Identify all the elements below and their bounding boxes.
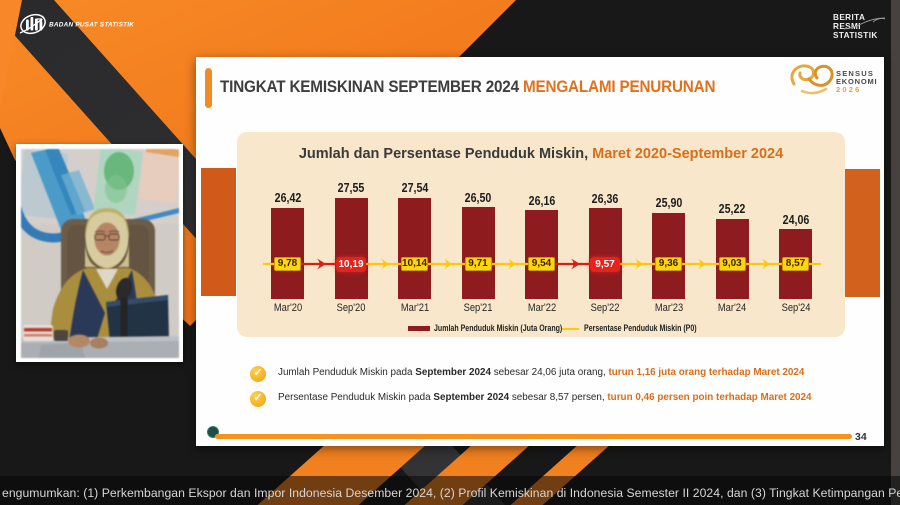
svg-text:2026: 2026 [836, 85, 862, 94]
svg-text:BADAN PUSAT STATISTIK: BADAN PUSAT STATISTIK [49, 22, 134, 29]
svg-text:EKONOMI: EKONOMI [836, 77, 877, 86]
svg-text:SENSUS: SENSUS [836, 69, 874, 78]
